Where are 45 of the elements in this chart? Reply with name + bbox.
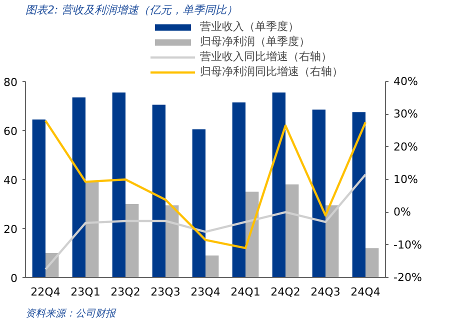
y-tick-label: 40 [4, 174, 18, 187]
bar [206, 255, 219, 278]
bar [112, 92, 126, 278]
bar [312, 110, 326, 278]
legend-label: 营业收入同比增速（右轴） [200, 49, 332, 64]
bar [192, 129, 206, 278]
y2-tick-label: 30% [394, 108, 418, 121]
x-tick-label: 24Q3 [310, 286, 340, 298]
bar [286, 184, 299, 278]
y2-tick-label: 10% [394, 173, 418, 186]
y-tick-label: 80 [4, 76, 18, 89]
y-tick-label: 60 [4, 125, 18, 138]
y2-tick-label: -20% [394, 271, 422, 284]
bar [126, 204, 139, 278]
x-tick-label: 23Q4 [190, 286, 220, 298]
legend-label: 归母净利润（单季度） [200, 34, 310, 49]
x-tick-label: 24Q4 [350, 286, 380, 298]
bar [72, 97, 86, 278]
x-tick-label: 22Q4 [30, 286, 60, 298]
bar [326, 205, 339, 278]
y-tick-label: 0 [10, 272, 18, 285]
x-tick-label: 24Q2 [270, 286, 300, 298]
x-tick-label: 23Q2 [110, 286, 140, 298]
legend-label: 营业收入（单季度） [200, 19, 299, 34]
y2-tick-label: 40% [394, 75, 418, 88]
y2-tick-label: 20% [394, 140, 418, 154]
bar [166, 205, 179, 278]
bar [232, 102, 246, 278]
bar [352, 112, 366, 278]
x-tick-label: 24Q1 [230, 286, 260, 298]
chart-title: 图表2: 营收及利润增速（亿元，单季同比） [26, 4, 238, 16]
y-tick-label: 20 [4, 223, 18, 236]
legend-label: 归母净利润同比增速（右轴） [200, 64, 343, 79]
x-tick-label: 23Q1 [70, 286, 100, 298]
bar [86, 182, 99, 278]
y2-tick-label: 0% [394, 206, 411, 219]
bar [32, 119, 46, 278]
bar [366, 248, 379, 278]
x-tick-label: 23Q3 [150, 286, 180, 298]
line-series [44, 120, 367, 250]
bar [272, 92, 286, 278]
text: 资料来源：公司财报 [26, 308, 116, 320]
bar [152, 104, 166, 278]
line-series [44, 174, 367, 270]
y2-tick-label: -10% [394, 238, 422, 252]
